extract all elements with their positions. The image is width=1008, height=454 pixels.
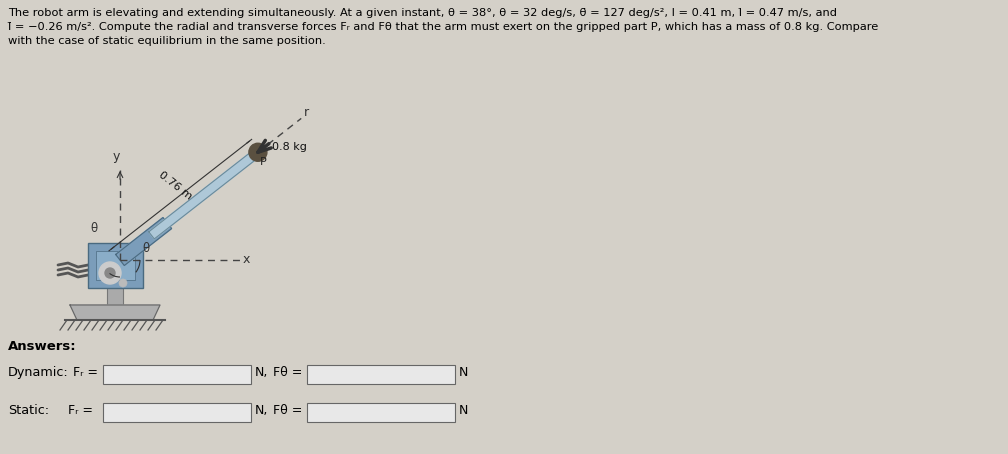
Circle shape	[99, 262, 121, 284]
FancyBboxPatch shape	[103, 403, 251, 422]
Text: θ: θ	[142, 242, 149, 255]
Text: N: N	[459, 404, 469, 417]
Text: x: x	[243, 253, 250, 266]
Polygon shape	[70, 305, 160, 320]
FancyBboxPatch shape	[307, 365, 455, 384]
Text: l̈ = −0.26 m/s². Compute the radial and transverse forces Fᵣ and Fθ that the arm: l̈ = −0.26 m/s². Compute the radial and …	[8, 22, 878, 32]
Text: y: y	[113, 150, 120, 163]
Text: Static:: Static:	[8, 404, 49, 417]
Text: N,: N,	[255, 366, 268, 379]
Bar	[96, 251, 135, 280]
Text: 0.8 kg: 0.8 kg	[272, 142, 306, 152]
Text: r: r	[304, 106, 309, 119]
Text: Dynamic:: Dynamic:	[8, 366, 69, 379]
Bar	[107, 283, 123, 305]
Text: Fθ =: Fθ =	[273, 366, 302, 379]
Text: P: P	[260, 157, 267, 167]
Circle shape	[249, 143, 267, 161]
Text: Fᵣ =: Fᵣ =	[68, 404, 93, 417]
FancyBboxPatch shape	[307, 403, 455, 422]
FancyBboxPatch shape	[103, 365, 251, 384]
Text: with the case of static equilibrium in the same position.: with the case of static equilibrium in t…	[8, 36, 326, 46]
Bar	[88, 243, 143, 288]
Polygon shape	[149, 149, 261, 239]
Text: Answers:: Answers:	[8, 340, 77, 353]
Text: The robot arm is elevating and extending simultaneously. At a given instant, θ =: The robot arm is elevating and extending…	[8, 8, 837, 18]
Circle shape	[105, 268, 115, 278]
Circle shape	[119, 279, 127, 287]
Text: Fᵣ =: Fᵣ =	[73, 366, 98, 379]
Text: θ: θ	[90, 222, 97, 235]
Polygon shape	[116, 217, 171, 266]
Text: 0.76 m: 0.76 m	[157, 170, 194, 202]
Text: N,: N,	[255, 404, 268, 417]
Text: Fθ =: Fθ =	[273, 404, 302, 417]
Text: N: N	[459, 366, 469, 379]
